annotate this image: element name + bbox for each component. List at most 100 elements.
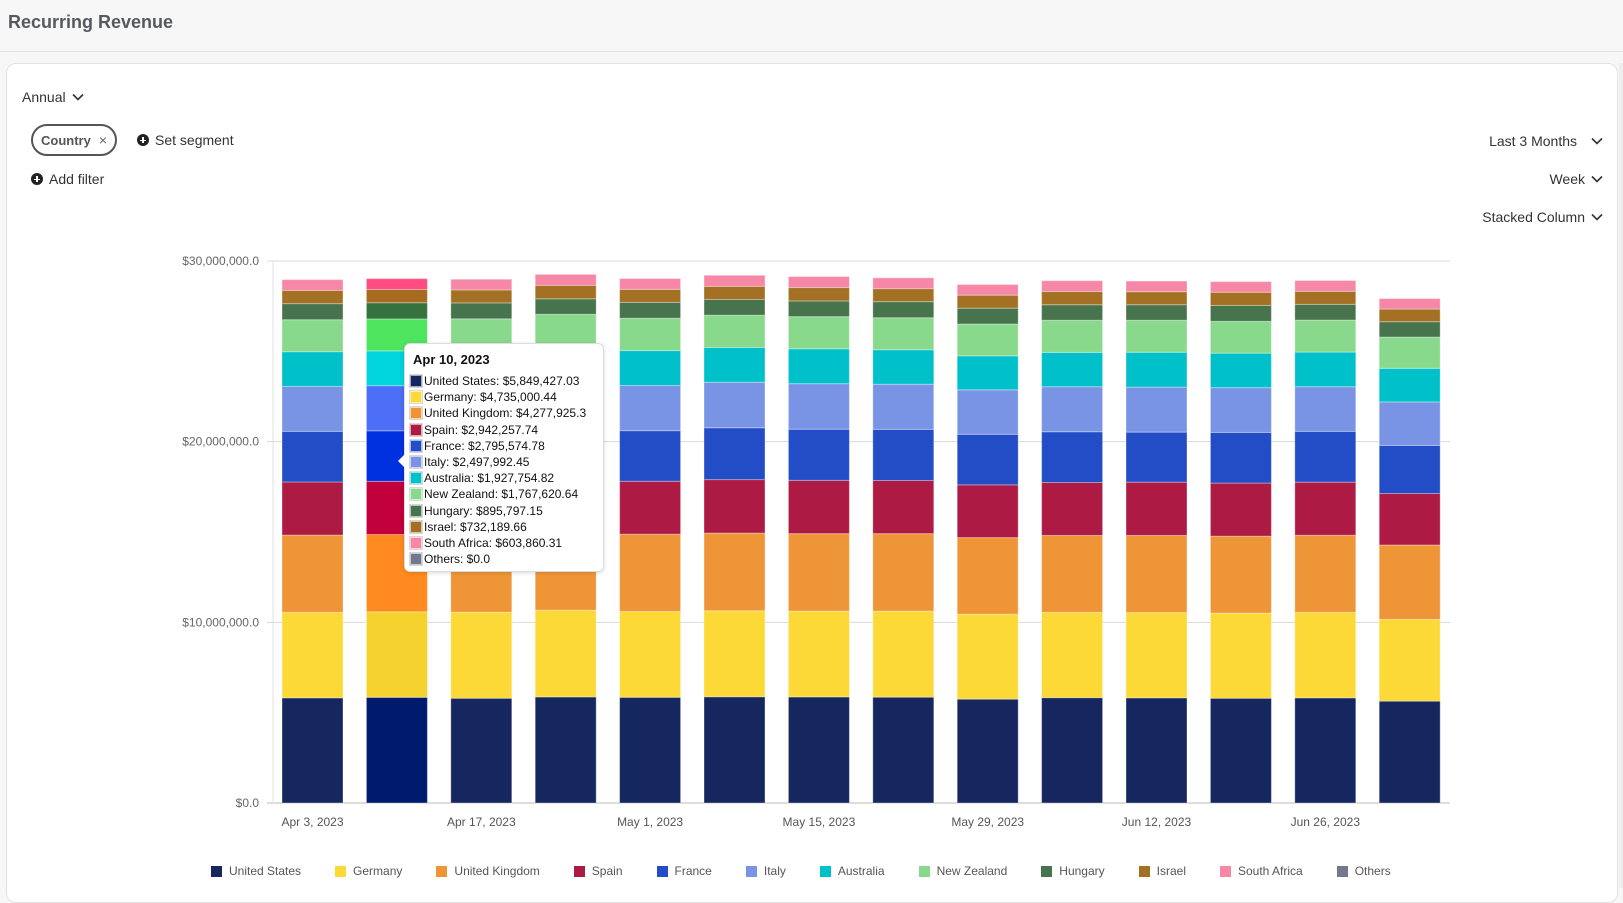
bar-segment-united-states[interactable] xyxy=(534,696,597,804)
bar-segment-spain[interactable] xyxy=(281,481,344,536)
set-segment-button[interactable]: Set segment xyxy=(137,132,234,148)
bar-segment-spain[interactable] xyxy=(703,479,766,534)
bar-segment-germany[interactable] xyxy=(872,610,935,698)
bar-segment-spain[interactable] xyxy=(1041,481,1104,536)
bar-segment-south-africa[interactable] xyxy=(281,279,344,291)
bar-segment-italy[interactable] xyxy=(1041,386,1104,433)
legend-item[interactable]: South Africa xyxy=(1219,864,1303,878)
bar-segment-hungary[interactable] xyxy=(1041,304,1104,321)
bar-segment-united-states[interactable] xyxy=(1125,697,1188,804)
bar-segment-hungary[interactable] xyxy=(1294,303,1357,321)
bar-segment-hungary[interactable] xyxy=(787,300,850,318)
bar-segment-france[interactable] xyxy=(956,433,1019,486)
bar-segment-south-africa[interactable] xyxy=(365,278,428,291)
bar-segment-hungary[interactable] xyxy=(534,298,597,315)
bar-segment-new-zealand[interactable] xyxy=(281,319,344,353)
bar-segment-spain[interactable] xyxy=(787,479,850,535)
bar-segment-new-zealand[interactable] xyxy=(534,313,597,348)
bar-segment-south-africa[interactable] xyxy=(619,278,682,290)
bar-segment-new-zealand[interactable] xyxy=(1294,319,1357,353)
bar-segment-united-states[interactable] xyxy=(787,696,850,804)
bar-segment-south-africa[interactable] xyxy=(956,283,1019,296)
bar-segment-hungary[interactable] xyxy=(450,302,513,320)
bar-segment-italy[interactable] xyxy=(1125,386,1188,433)
granularity-dropdown[interactable]: Week xyxy=(1549,171,1603,187)
bar-segment-new-zealand[interactable] xyxy=(787,316,850,350)
bar-segment-south-africa[interactable] xyxy=(1294,280,1357,292)
bar-segment-australia[interactable] xyxy=(1209,352,1272,389)
bar-segment-hungary[interactable] xyxy=(281,303,344,321)
bar-segment-australia[interactable] xyxy=(1041,351,1104,388)
bar-segment-france[interactable] xyxy=(619,430,682,482)
bar-segment-australia[interactable] xyxy=(1125,351,1188,388)
bar-segment-italy[interactable] xyxy=(703,381,766,429)
bar-segment-united-states[interactable] xyxy=(1041,697,1104,804)
bar-segment-israel[interactable] xyxy=(1209,291,1272,306)
bar-segment-australia[interactable] xyxy=(281,351,344,387)
bar-segment-italy[interactable] xyxy=(1294,386,1357,432)
legend-item[interactable]: Spain xyxy=(573,864,623,878)
bar-segment-new-zealand[interactable] xyxy=(1209,320,1272,354)
bar-segment-united-states[interactable] xyxy=(872,696,935,804)
bar-segment-new-zealand[interactable] xyxy=(956,323,1019,357)
bar-segment-united-kingdom[interactable] xyxy=(1041,534,1104,613)
bar-segment-israel[interactable] xyxy=(281,289,344,305)
bar-segment-israel[interactable] xyxy=(872,288,935,303)
bar-segment-south-africa[interactable] xyxy=(872,277,935,290)
legend-item[interactable]: Others xyxy=(1336,864,1391,878)
bar-segment-united-states[interactable] xyxy=(1378,700,1441,804)
bar-segment-australia[interactable] xyxy=(956,355,1019,391)
bar-segment-germany[interactable] xyxy=(1294,611,1357,699)
add-filter-button[interactable]: Add filter xyxy=(31,171,104,187)
bar-segment-israel[interactable] xyxy=(1041,291,1104,306)
period-type-dropdown[interactable]: Annual xyxy=(22,89,84,105)
bar-segment-germany[interactable] xyxy=(365,611,428,698)
bar-segment-hungary[interactable] xyxy=(1209,304,1272,322)
bar-segment-united-kingdom[interactable] xyxy=(619,533,682,612)
bar-segment-new-zealand[interactable] xyxy=(872,317,935,351)
bar-segment-israel[interactable] xyxy=(787,287,850,302)
bar-segment-israel[interactable] xyxy=(450,289,513,304)
legend-item[interactable]: Italy xyxy=(745,864,786,878)
bar-segment-israel[interactable] xyxy=(534,284,597,300)
legend-item[interactable]: Germany xyxy=(335,864,402,878)
bar-segment-united-states[interactable] xyxy=(365,696,428,804)
bar-segment-united-kingdom[interactable] xyxy=(1209,535,1272,614)
bar-segment-united-kingdom[interactable] xyxy=(1125,534,1188,614)
bar-segment-israel[interactable] xyxy=(619,288,682,303)
bar-segment-south-africa[interactable] xyxy=(787,276,850,289)
bar-segment-israel[interactable] xyxy=(1125,291,1188,306)
bar-segment-italy[interactable] xyxy=(956,389,1019,435)
bar-segment-united-states[interactable] xyxy=(450,697,513,804)
bar-segment-united-kingdom[interactable] xyxy=(1294,534,1357,613)
bar-segment-australia[interactable] xyxy=(787,348,850,385)
bar-segment-germany[interactable] xyxy=(1378,618,1441,702)
date-range-dropdown[interactable]: Last 3 Months xyxy=(1489,133,1603,149)
bar-segment-hungary[interactable] xyxy=(1125,304,1188,321)
legend-item[interactable]: France xyxy=(656,864,712,878)
bar-segment-italy[interactable] xyxy=(619,384,682,432)
bar-segment-france[interactable] xyxy=(1125,431,1188,483)
bar-segment-germany[interactable] xyxy=(1125,612,1188,699)
bar-segment-united-kingdom[interactable] xyxy=(872,533,935,612)
bar-segment-spain[interactable] xyxy=(1209,482,1272,537)
bar-segment-united-states[interactable] xyxy=(956,698,1019,804)
bar-segment-australia[interactable] xyxy=(1294,351,1357,388)
bar-segment-australia[interactable] xyxy=(703,347,766,383)
bar-segment-italy[interactable] xyxy=(281,385,344,432)
bar-segment-south-africa[interactable] xyxy=(1209,281,1272,293)
legend-item[interactable]: New Zealand xyxy=(918,864,1007,878)
bar-segment-israel[interactable] xyxy=(956,294,1019,309)
bar-segment-south-africa[interactable] xyxy=(1041,280,1104,293)
legend-item[interactable]: United States xyxy=(211,864,301,878)
bar-segment-germany[interactable] xyxy=(619,610,682,698)
bar-segment-united-states[interactable] xyxy=(281,697,344,804)
bar-segment-hungary[interactable] xyxy=(619,301,682,319)
bar-segment-italy[interactable] xyxy=(1378,401,1441,446)
bar-segment-new-zealand[interactable] xyxy=(619,317,682,352)
bar-segment-hungary[interactable] xyxy=(703,298,766,316)
bar-segment-australia[interactable] xyxy=(619,350,682,386)
segment-chip-country[interactable]: Country × xyxy=(31,124,117,156)
bar-segment-hungary[interactable] xyxy=(956,307,1019,325)
bar-segment-united-kingdom[interactable] xyxy=(281,534,344,613)
